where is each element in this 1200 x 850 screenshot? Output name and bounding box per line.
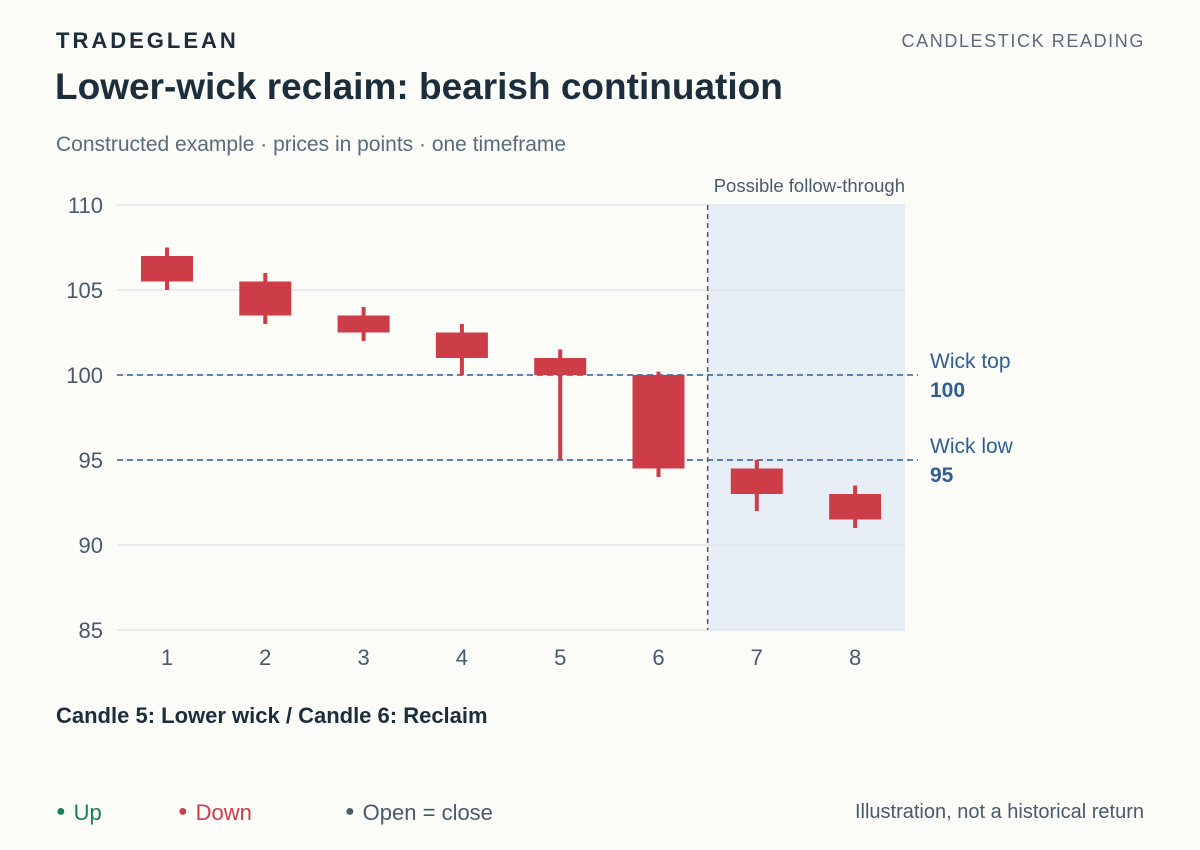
- candle-body: [141, 256, 193, 282]
- candle-body: [632, 375, 685, 469]
- chart-subtitle: Constructed example · prices in points ·…: [56, 133, 567, 156]
- flat-dot-icon: ●: [345, 803, 355, 820]
- section-label: CANDLESTICK READING: [901, 31, 1145, 51]
- y-tick-label: 90: [79, 533, 103, 558]
- y-tick-label: 105: [66, 278, 103, 303]
- legend-flat-label: Open = close: [362, 800, 493, 825]
- candle-annotation: Candle 5: Lower wick / Candle 6: Reclaim: [56, 703, 488, 728]
- x-tick-label: 2: [259, 645, 271, 670]
- x-tick-label: 6: [652, 645, 664, 670]
- disclaimer: Illustration, not a historical return: [854, 801, 1144, 823]
- reference-label: Wick low: [930, 435, 1014, 458]
- y-tick-label: 100: [66, 363, 103, 388]
- y-tick-label: 110: [68, 193, 103, 218]
- chart-title: Lower-wick reclaim: bearish continuation: [55, 66, 783, 107]
- candle-body: [337, 315, 390, 333]
- candle-body: [239, 281, 292, 316]
- follow-through-label: Possible follow-through: [714, 175, 905, 196]
- legend-item-up: ● Up: [56, 800, 102, 826]
- x-tick-label: 7: [751, 645, 763, 670]
- x-tick-label: 1: [161, 645, 173, 670]
- up-dot-icon: ●: [56, 803, 66, 820]
- reference-value: 100: [930, 379, 965, 402]
- x-tick-label: 5: [554, 645, 566, 670]
- x-tick-label: 8: [849, 645, 861, 670]
- brand-name: TRADEGLEAN: [56, 28, 239, 53]
- candle-body: [730, 468, 783, 494]
- reference-value: 95: [930, 464, 954, 487]
- candle-body: [829, 494, 882, 520]
- candle-body: [534, 358, 587, 375]
- follow-through-region: [707, 205, 905, 630]
- candle-body: [435, 332, 488, 358]
- x-tick-label: 4: [456, 645, 468, 670]
- legend-item-flat: ● Open = close: [345, 800, 493, 826]
- x-tick-label: 3: [357, 645, 369, 670]
- legend-up-label: Up: [73, 800, 102, 825]
- legend-item-down: ● Down: [178, 800, 252, 826]
- down-dot-icon: ●: [178, 803, 188, 820]
- reference-label: Wick top: [930, 350, 1011, 373]
- y-tick-label: 95: [79, 448, 103, 473]
- y-tick-label: 85: [79, 618, 103, 643]
- legend-down-label: Down: [195, 800, 252, 825]
